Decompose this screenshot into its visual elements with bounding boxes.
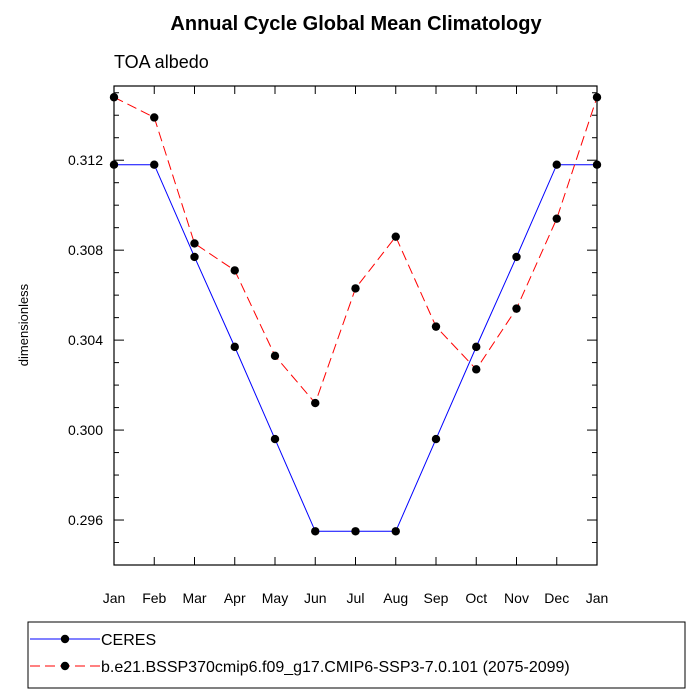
chart-subtitle: TOA albedo	[114, 52, 209, 72]
series-1-point	[552, 160, 561, 169]
series-1-point	[431, 434, 441, 444]
legend: CERES b.e21.BSSP370cmip6.f09_g17.CMIP6-SS…	[27, 621, 686, 689]
series-2-point	[150, 113, 159, 122]
legend-marker-2	[60, 661, 70, 671]
series-1-point	[311, 527, 320, 536]
series-1-point	[150, 160, 159, 169]
series-2-point	[472, 365, 481, 374]
x-tick-label: Feb	[142, 590, 166, 606]
axis-ticks	[113, 86, 598, 566]
series-2-point	[230, 266, 239, 275]
y-tick-label: 0.300	[68, 422, 103, 438]
series-1-point	[270, 434, 280, 444]
x-tick-labels: Jan Feb Mar Apr May Jun Jul Aug Sep Oct Nov Dec Jan	[103, 590, 609, 606]
x-tick-label: Dec	[544, 590, 569, 606]
y-tick-label: 0.308	[68, 242, 103, 258]
x-tick-label: May	[262, 590, 288, 606]
series-2-point	[351, 284, 360, 293]
x-tick-label: Oct	[465, 590, 487, 606]
x-tick-label: Nov	[504, 590, 529, 606]
series-1-point	[351, 527, 360, 536]
y-tick-labels: 0.296 0.300 0.304 0.308 0.312	[68, 152, 103, 528]
series-1-point	[592, 160, 602, 169]
x-tick-label: Jan	[586, 590, 609, 606]
series-layer	[109, 93, 602, 536]
legend-label-2: b.e21.BSSP370cmip6.f09_g17.CMIP6-SSP3-7.…	[101, 659, 570, 676]
series-2-point	[391, 232, 400, 241]
series-2-point	[431, 322, 441, 331]
x-tick-label: Sep	[424, 590, 449, 606]
series-2-point	[270, 351, 280, 361]
chart-title: Annual Cycle Global Mean Climatology	[170, 13, 542, 35]
y-tick-label: 0.312	[68, 152, 103, 168]
series-1-point	[109, 160, 119, 169]
y-tick-label: 0.296	[68, 512, 103, 528]
series-1-point	[472, 342, 481, 352]
x-tick-label: Jan	[103, 590, 126, 606]
y-axis-label: dimensionless	[16, 283, 31, 366]
x-tick-label: Aug	[383, 590, 408, 606]
series-2-point	[512, 304, 521, 313]
series-1-point	[512, 252, 521, 262]
legend-label-1: CERES	[101, 632, 156, 649]
series-1-point	[391, 527, 400, 536]
series-2-point	[190, 239, 199, 248]
series-2-point	[552, 214, 561, 223]
series-1-point	[230, 342, 239, 352]
x-tick-label: Jun	[304, 590, 327, 606]
series-2-point	[592, 93, 602, 102]
legend-marker-1	[60, 634, 70, 644]
y-tick-label: 0.304	[68, 332, 103, 348]
series-2-point	[109, 93, 119, 102]
series-2-point	[311, 398, 320, 408]
legend-box	[27, 621, 686, 689]
x-tick-label: Mar	[182, 590, 206, 606]
series-line-2	[113, 96, 598, 405]
x-tick-label: Jul	[347, 590, 365, 606]
series-1-point	[190, 252, 199, 262]
x-tick-label: Apr	[224, 590, 246, 606]
plot-frame	[113, 85, 598, 566]
